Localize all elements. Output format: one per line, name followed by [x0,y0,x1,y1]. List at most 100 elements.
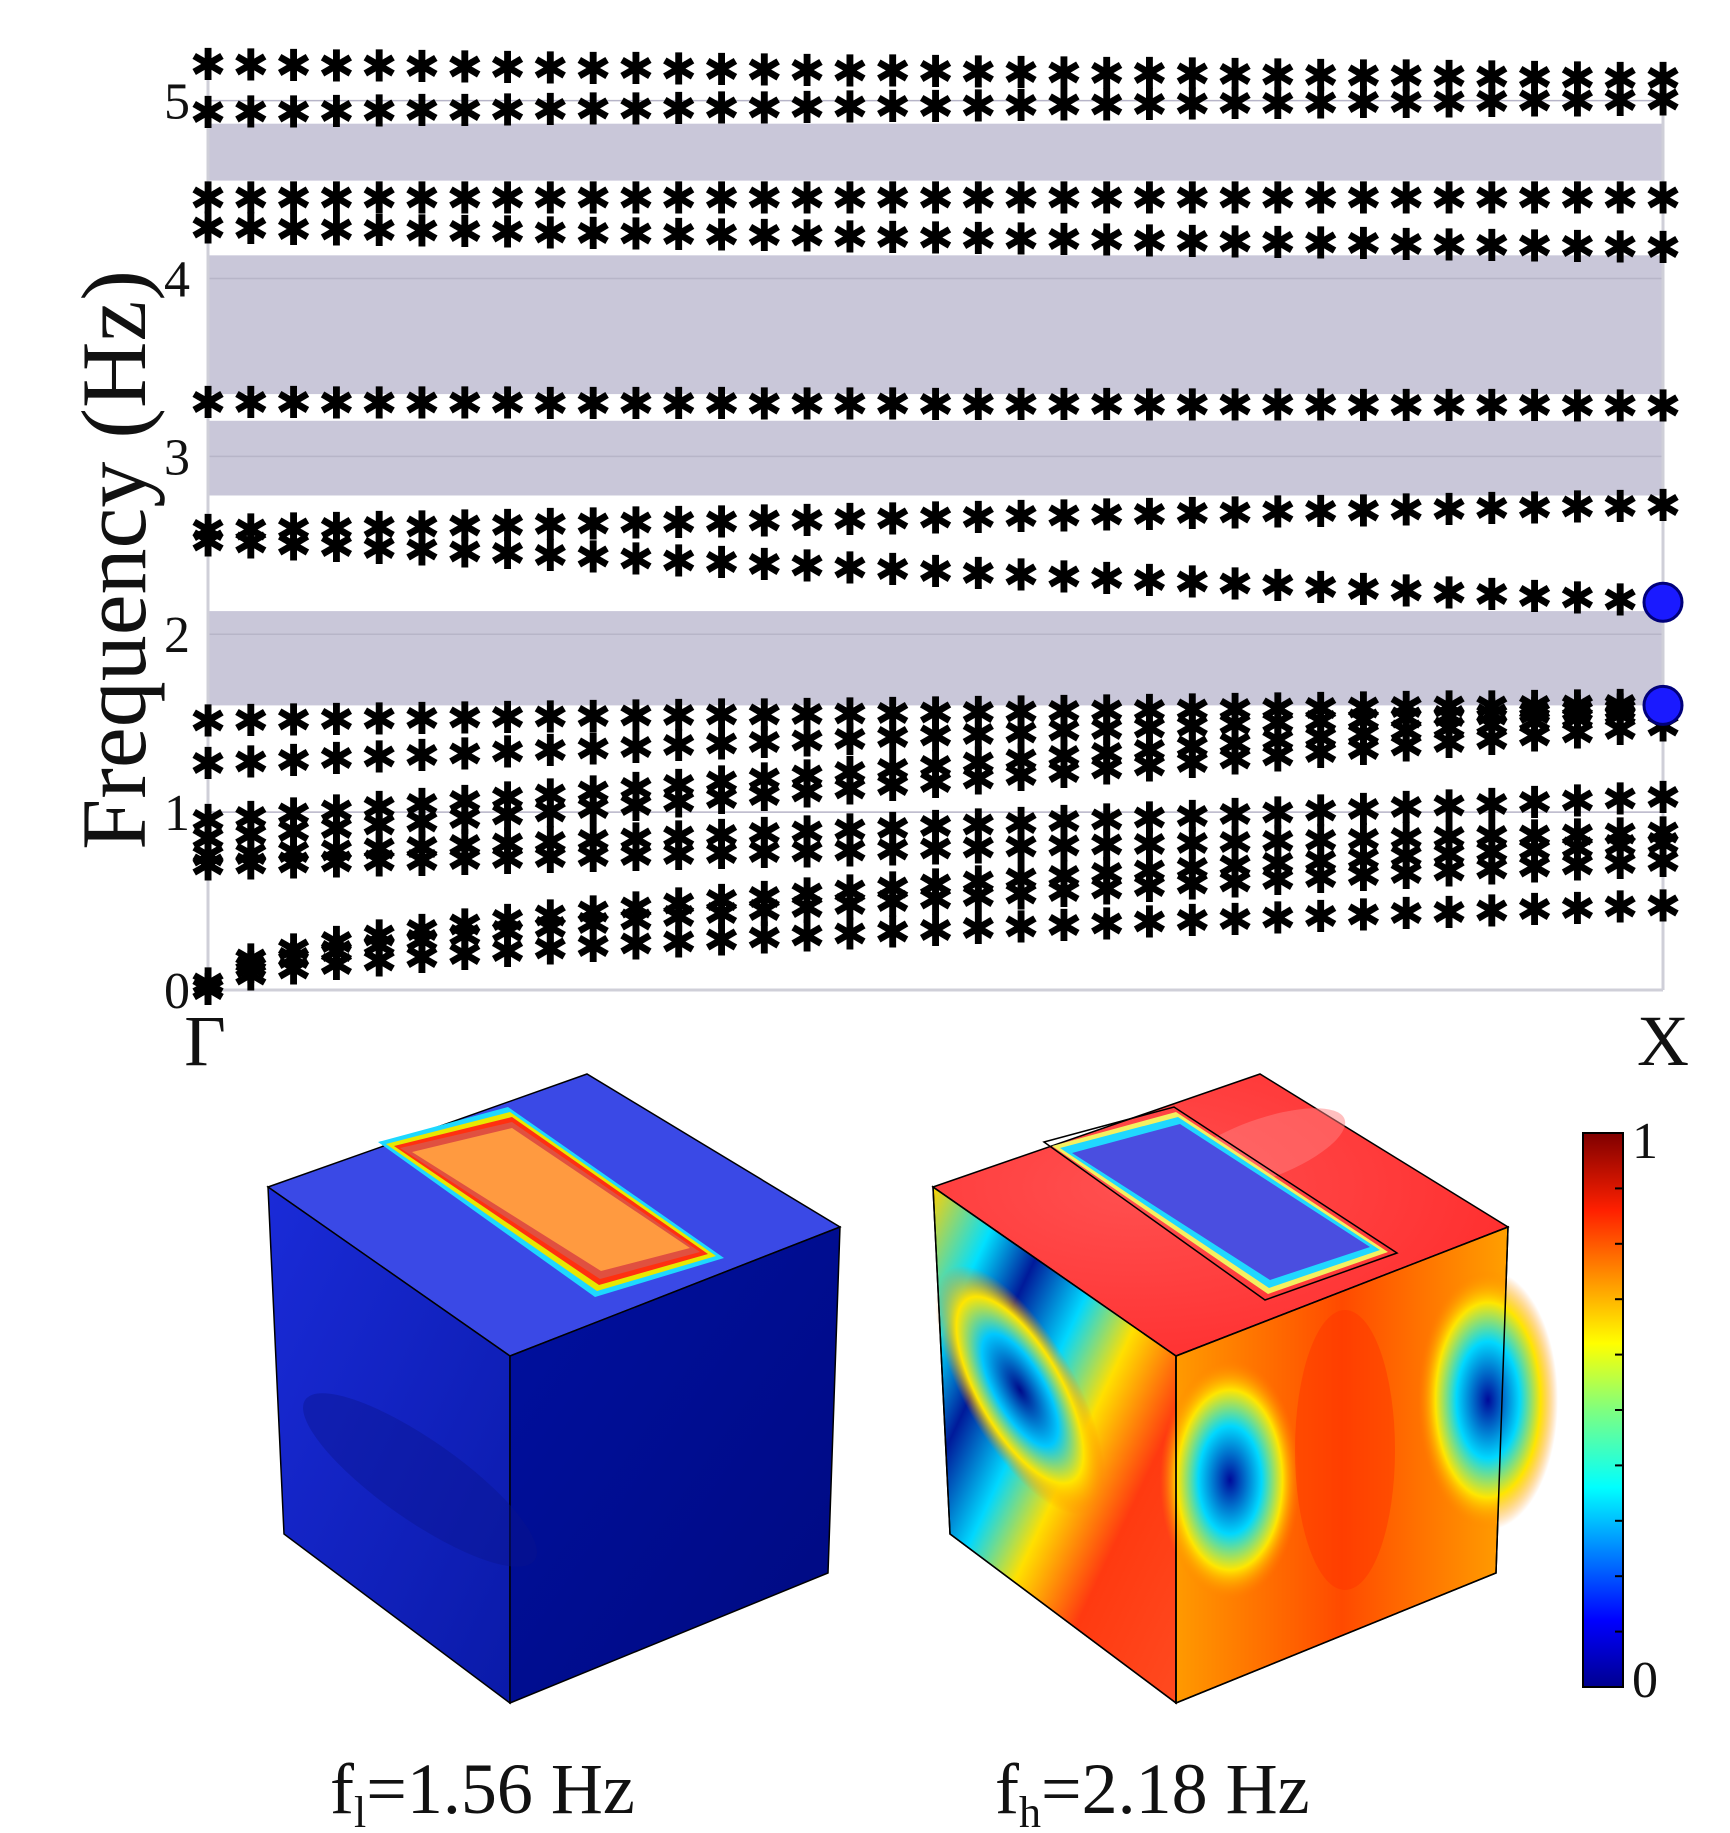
band-0-point-16: ✱ [874,908,911,959]
band-5-point-27: ✱ [1345,725,1382,776]
band-12-point-20: ✱ [1045,215,1082,266]
band-12-point-8: ✱ [532,208,569,259]
band-2-point-19: ✱ [1003,855,1040,906]
band-3-point-19: ✱ [1003,823,1040,874]
band-6-point-25: ✱ [1259,716,1296,767]
band-13-point-26: ✱ [1302,173,1339,224]
band-0-point-31: ✱ [1516,885,1553,936]
band-13-point-34: ✱ [1645,173,1682,224]
band-2-point-5: ✱ [404,906,441,957]
band-4-point-6: ✱ [446,821,483,872]
band-14-point-16: ✱ [874,82,911,133]
band-6-point-10: ✱ [618,764,655,815]
band-6-point-22: ✱ [1131,726,1168,777]
band-0-point-17: ✱ [917,906,954,957]
band-3-point-29: ✱ [1431,813,1468,864]
band-13-point-20: ✱ [1045,173,1082,224]
band-11-point-24: ✱ [1217,380,1254,431]
highlighted-points [1642,581,1684,726]
band-13-point-32: ✱ [1559,173,1596,224]
band-4-point-29: ✱ [1431,782,1468,833]
band-12-point-17: ✱ [917,213,954,264]
band-2-point-9: ✱ [575,887,612,938]
band-8-point-5: ✱ [404,694,441,745]
band-4-point-32: ✱ [1559,776,1596,827]
band-11-point-8: ✱ [532,379,569,430]
band-3-point-23: ✱ [1174,819,1211,870]
band-15-point-30: ✱ [1473,53,1510,104]
band-0-point-26: ✱ [1302,892,1339,943]
band-3-point-26: ✱ [1302,816,1339,867]
band-12-point-10: ✱ [618,209,655,260]
band-1-point-29: ✱ [1431,847,1468,898]
band-6-point-1: ✱ [232,793,269,844]
band-9-point-1: ✱ [232,519,269,570]
band-14-point-33: ✱ [1602,76,1639,127]
band-4-point-2: ✱ [275,828,312,879]
band-3-point-1: ✱ [232,840,269,891]
band-14-point-2: ✱ [275,87,312,138]
band-2-point-12: ✱ [703,876,740,927]
y-tick-0: 0 [164,963,190,1020]
highlight-point-1 [1642,581,1684,623]
band-12-point-32: ✱ [1559,222,1596,273]
band-4-point-34: ✱ [1645,773,1682,824]
band-0-point-30: ✱ [1473,886,1510,937]
band-13-point-9: ✱ [575,173,612,224]
band-2-point-7: ✱ [489,896,526,947]
band-2-point-22: ✱ [1131,847,1168,898]
band-2-point-31: ✱ [1516,825,1553,876]
band-1-point-1: ✱ [232,943,269,994]
band-2-point-20: ✱ [1045,852,1082,903]
x-tick-gamma: Γ [184,1001,226,1081]
band-12-point-13: ✱ [746,211,783,262]
band-14-point-29: ✱ [1431,77,1468,128]
band-14-point-10: ✱ [618,84,655,135]
band-1-point-9: ✱ [575,899,612,950]
band-9-point-7: ✱ [489,529,526,580]
band-6-point-3: ✱ [318,786,355,837]
y-tick-3: 3 [164,429,190,486]
band-15-point-0: ✱ [190,40,227,91]
band-6-point-18: ✱ [960,739,997,790]
band-7-point-30: ✱ [1473,690,1510,741]
band-9-point-13: ✱ [746,540,783,591]
band-15-point-13: ✱ [746,45,783,96]
band-12-point-34: ✱ [1645,223,1682,274]
band-4-point-16: ✱ [874,804,911,855]
band-6-point-27: ✱ [1345,710,1382,761]
band-0-point-34: ✱ [1645,881,1682,932]
band-5-point-23: ✱ [1174,738,1211,789]
band-3-point-22: ✱ [1131,820,1168,871]
band-12-point-15: ✱ [831,212,868,263]
band-7-point-5: ✱ [404,731,441,782]
y-tick-labels: 0 1 2 3 4 5 [164,74,190,1020]
band-15-point-4: ✱ [361,42,398,93]
band-5-point-25: ✱ [1259,731,1296,782]
band-15-point-16: ✱ [874,47,911,98]
band-10-point-19: ✱ [1003,492,1040,543]
band-4-point-9: ✱ [575,816,612,867]
band-10-point-2: ✱ [275,505,312,556]
band-1-point-33: ✱ [1602,839,1639,890]
band-5-point-14: ✱ [789,768,826,819]
band-12-point-7: ✱ [489,208,526,259]
band-14-point-9: ✱ [575,85,612,136]
band-9-point-14: ✱ [789,542,826,593]
band-7-point-17: ✱ [917,712,954,763]
band-4-point-24: ✱ [1217,790,1254,841]
band-1-point-12: ✱ [703,889,740,940]
band-6-point-33: ✱ [1602,691,1639,742]
band-2-point-30: ✱ [1473,828,1510,879]
band-10-point-31: ✱ [1516,483,1553,534]
band-9-point-17: ✱ [917,547,954,598]
band-3-point-6: ✱ [446,835,483,886]
band-9-point-5: ✱ [404,526,441,577]
band-0-point-20: ✱ [1045,901,1082,952]
band-8-point-7: ✱ [489,693,526,744]
band-10-point-0: ✱ [190,506,227,557]
band-5-point-29: ✱ [1431,718,1468,769]
band-4-point-15: ✱ [831,806,868,857]
band-6-point-23: ✱ [1174,723,1211,774]
band-12-point-30: ✱ [1473,221,1510,272]
